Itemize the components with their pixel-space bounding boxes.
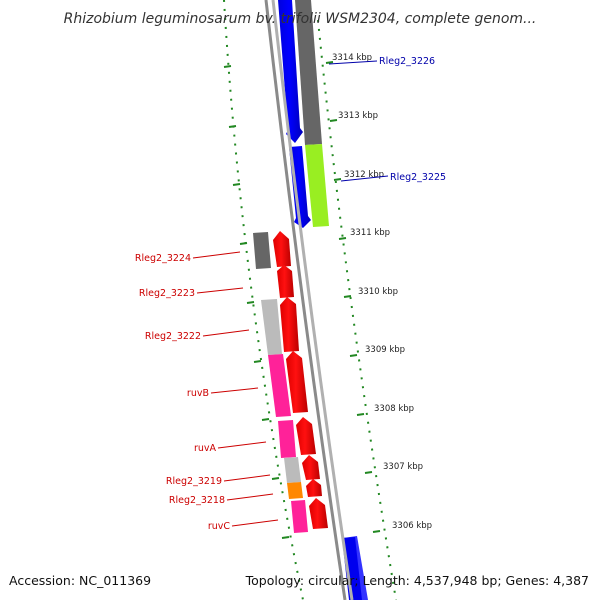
gene-arrow-ruva: [296, 417, 316, 455]
cog-block-lightgray: [284, 457, 301, 483]
gene-label-ruva[interactable]: ruvA: [194, 443, 217, 454]
gene-label-rleg2-3222[interactable]: Rleg2_3222: [145, 331, 201, 342]
gene-label-rleg2-3219[interactable]: Rleg2_3219: [166, 476, 222, 487]
genome-stats-text: Topology: circular; Length: 4,537,948 bp…: [245, 573, 589, 588]
ruler-labels: 3314 kbp 3313 kbp 3312 kbp 3311 kbp 3310…: [332, 53, 432, 531]
ruler-label: 3306 kbp: [392, 521, 432, 531]
ruler-label: 3309 kbp: [365, 345, 405, 355]
map-title: Rhizobium leguminosarum bv. trifolii WSM…: [64, 11, 537, 27]
leader-line: [196, 287, 244, 294]
gene-arrow-rleg2-3219: [302, 455, 320, 480]
gene-arrow-rleg2-3225: [289, 146, 311, 228]
ruler-label: 3311 kbp: [350, 228, 390, 238]
cog-ring-reverse: [253, 232, 308, 533]
forward-gene-labels: Rleg2_3226 Rleg2_3225: [328, 56, 446, 183]
gene-label-rleg2-3218[interactable]: Rleg2_3218: [169, 495, 225, 506]
gene-arrow-rleg2-3224: [273, 231, 291, 267]
ruler-label: 3312 kbp: [344, 170, 384, 180]
cog-block-pink: [291, 500, 308, 533]
cog-block-lightgray: [261, 299, 282, 355]
backbone-inner: [271, 0, 354, 600]
ruler-label: 3313 kbp: [338, 111, 378, 121]
cog-block-pink: [268, 354, 291, 417]
leader-line: [192, 251, 241, 259]
gene-label-rleg2-3225[interactable]: Rleg2_3225: [390, 172, 446, 183]
leader-line: [340, 175, 389, 182]
ruler-label: 3307 kbp: [383, 462, 423, 472]
gene-label-rleg2-3223[interactable]: Rleg2_3223: [139, 288, 195, 299]
ruler-label: 3310 kbp: [358, 287, 398, 297]
gene-arrow-rleg2-3226: [278, 0, 303, 143]
accession-text: Accession: NC_011369: [9, 573, 152, 588]
leader-line: [226, 493, 274, 501]
gene-arrow-next: [342, 537, 362, 600]
cog-block-gray: [295, 0, 322, 145]
leader-line: [217, 441, 267, 449]
cog-block-yellowgreen: [305, 144, 329, 227]
cog-block-orange: [287, 482, 303, 499]
forward-genes: [278, 0, 362, 600]
reverse-genes: [273, 231, 328, 529]
gene-arrow-rleg2-3218: [306, 479, 322, 497]
cog-block-gray: [253, 232, 271, 269]
ruler-label: 3308 kbp: [374, 404, 414, 414]
gene-arrow-ruvc: [309, 498, 328, 529]
leader-line: [210, 387, 259, 394]
leader-line: [231, 519, 279, 527]
gene-label-rleg2-3224[interactable]: Rleg2_3224: [135, 253, 191, 264]
backbone-outer: [264, 0, 347, 600]
gene-label-ruvc[interactable]: ruvC: [208, 521, 231, 532]
inner-ring-ticks: [325, 61, 381, 533]
gene-label-rleg2-3226[interactable]: Rleg2_3226: [379, 56, 435, 67]
reverse-gene-labels: Rleg2_3224 Rleg2_3223 Rleg2_3222 ruvB ru…: [135, 251, 279, 532]
gene-arrow-rleg2-3222: [280, 297, 299, 352]
ruler-label: 3314 kbp: [332, 53, 372, 63]
inner-ruler-ring: [317, 19, 397, 600]
leader-line: [202, 329, 250, 337]
cog-block-pink: [278, 420, 296, 458]
leader-line: [328, 60, 378, 65]
gene-arrow-ruvb: [286, 351, 308, 413]
gene-arrow-rleg2-3223: [277, 265, 294, 298]
leader-line: [223, 474, 271, 482]
outer-ring-ticks: [223, 65, 290, 539]
gene-label-ruvb[interactable]: ruvB: [187, 388, 209, 399]
